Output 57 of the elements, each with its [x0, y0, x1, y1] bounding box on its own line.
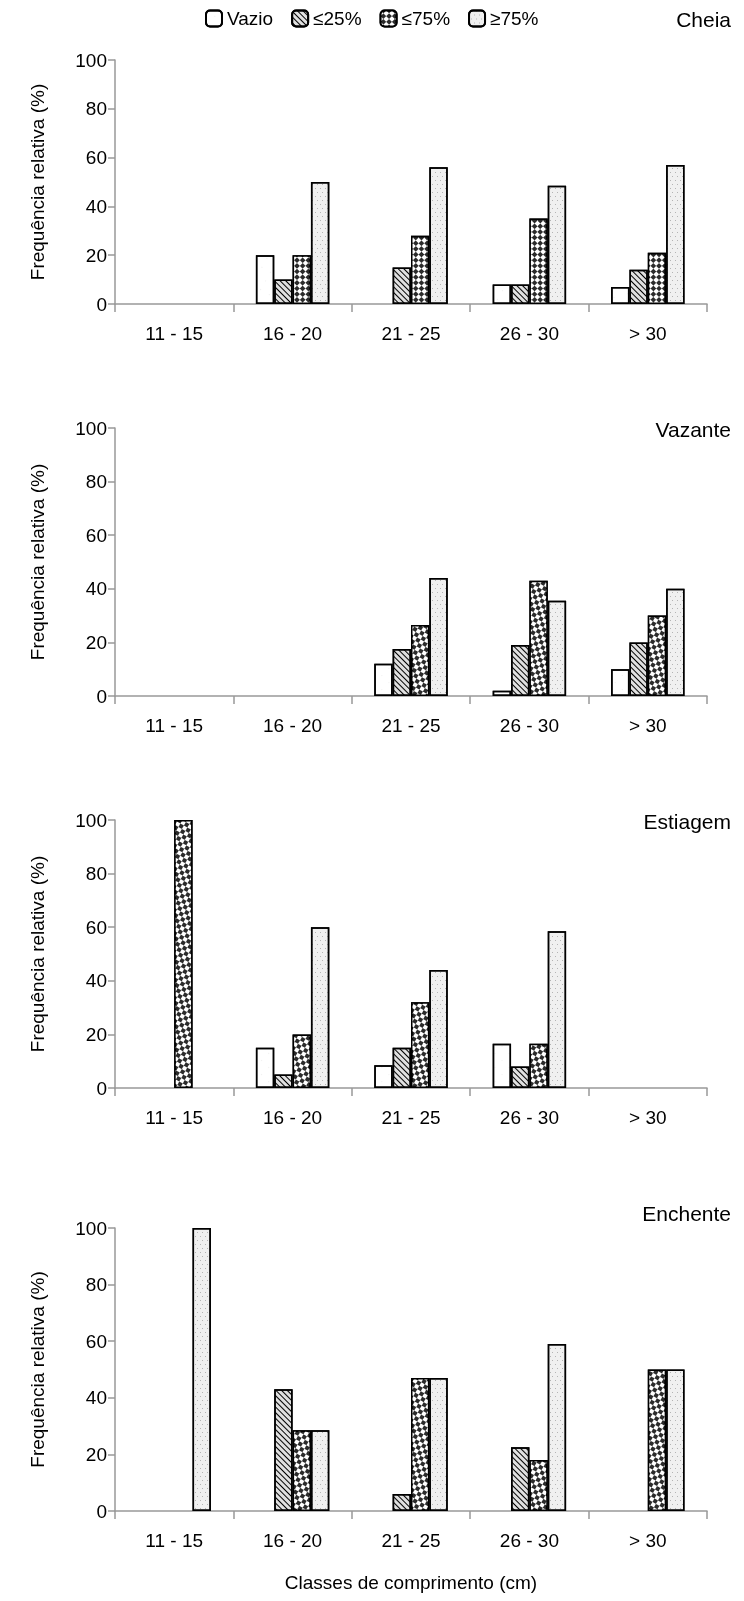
y-tick-label: 40 — [85, 1387, 107, 1409]
y-tick-label: 40 — [85, 970, 107, 992]
y-tick-label: 80 — [85, 471, 107, 493]
x-tick-label: 16 - 20 — [263, 323, 323, 344]
x-tick-label: 11 - 15 — [145, 1107, 204, 1128]
y-axis-title: Frequência relativa (%) — [27, 1271, 48, 1468]
y-tick-label: 60 — [85, 1330, 107, 1352]
chart-title: Cheia — [676, 8, 732, 31]
y-axis-title: Frequência relativa (%) — [27, 83, 48, 281]
x-tick-label: 21 - 25 — [381, 323, 441, 344]
y-tick-label: 100 — [75, 417, 107, 439]
legend-label: ≤25% — [313, 8, 362, 29]
y-tick-label: 60 — [85, 524, 107, 546]
legend-label: Vazio — [227, 8, 274, 29]
y-axis-title: Frequência relativa (%) — [27, 463, 48, 661]
chart-title: Vazante — [655, 418, 731, 441]
x-tick-label: 21 - 25 — [381, 715, 441, 736]
legend-label: ≥75% — [490, 8, 539, 29]
x-axis-title: Classes de comprimento (cm) — [284, 1572, 538, 1593]
legend-label: ≤75% — [401, 8, 451, 29]
y-tick-label: 80 — [85, 1274, 107, 1296]
y-tick-label: 20 — [85, 631, 107, 653]
y-tick-label: 100 — [75, 809, 107, 831]
chart-title: Estiagem — [643, 810, 732, 833]
y-tick-label: 0 — [96, 293, 107, 315]
x-tick-label: 16 - 20 — [263, 715, 323, 736]
x-tick-label: 16 - 20 — [263, 1530, 323, 1551]
x-tick-label: 16 - 20 — [263, 1107, 323, 1128]
y-tick-label: 40 — [85, 195, 107, 217]
x-tick-label: > 30 — [629, 715, 667, 736]
y-tick-label: 0 — [96, 1500, 107, 1522]
y-tick-label: 0 — [96, 1077, 107, 1099]
y-tick-label: 60 — [85, 916, 107, 938]
y-tick-label: 100 — [75, 1217, 107, 1239]
x-tick-label: 26 - 30 — [499, 323, 559, 344]
x-tick-label: 11 - 15 — [145, 715, 204, 736]
y-tick-label: 0 — [96, 685, 107, 707]
y-tick-label: 20 — [85, 244, 107, 266]
x-tick-label: 11 - 15 — [145, 323, 204, 344]
y-tick-label: 20 — [85, 1443, 107, 1465]
x-tick-label: 26 - 30 — [499, 1107, 559, 1128]
y-tick-label: 20 — [85, 1023, 107, 1045]
x-tick-label: 26 - 30 — [499, 1530, 559, 1551]
y-tick-label: 60 — [85, 147, 107, 169]
y-tick-label: 100 — [75, 49, 107, 71]
x-tick-label: 26 - 30 — [499, 715, 559, 736]
x-tick-label: 11 - 15 — [145, 1530, 204, 1551]
x-tick-label: > 30 — [629, 1107, 667, 1128]
x-tick-label: > 30 — [629, 1530, 667, 1551]
chart-title: Enchente — [642, 1202, 732, 1225]
y-tick-label: 80 — [85, 863, 107, 885]
y-axis-title: Frequência relativa (%) — [27, 855, 48, 1053]
x-tick-label: > 30 — [629, 323, 667, 344]
y-tick-label: 80 — [85, 98, 107, 120]
y-tick-label: 40 — [85, 578, 107, 600]
x-tick-label: 21 - 25 — [381, 1107, 441, 1128]
x-tick-label: 21 - 25 — [381, 1530, 441, 1551]
